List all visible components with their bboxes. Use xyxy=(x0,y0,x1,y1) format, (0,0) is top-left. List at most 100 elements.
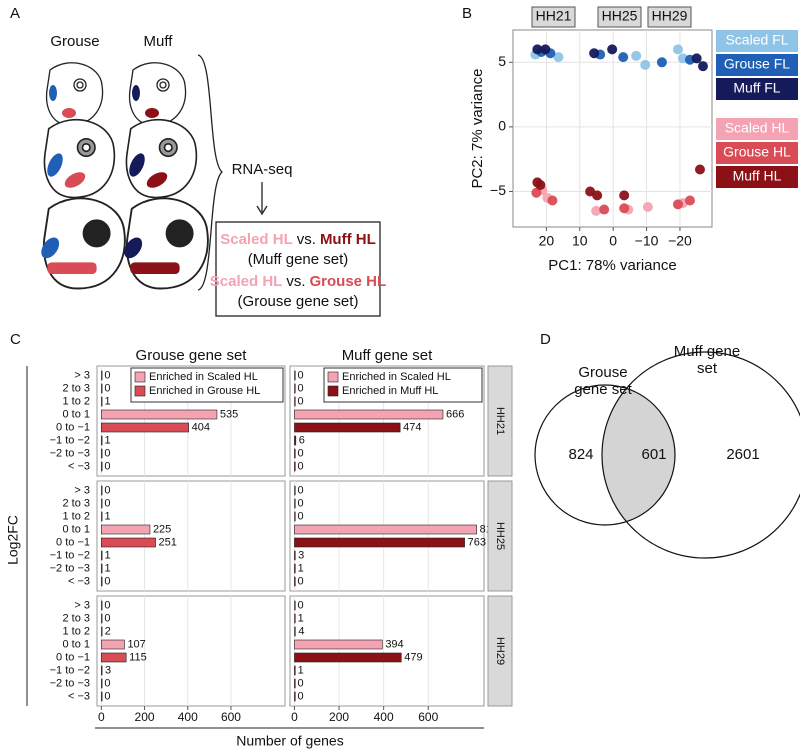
legend-label: Enriched in Scaled HL xyxy=(342,371,451,383)
comparison-box xyxy=(215,221,381,317)
gene-set-label: (Grouse gene set) xyxy=(238,293,359,310)
y-axis-label: Log2FC xyxy=(5,515,21,565)
value-label: 0 xyxy=(104,690,110,702)
value-label: 0 xyxy=(104,599,110,611)
strip-label: HH29 xyxy=(494,637,506,665)
panel-label: C xyxy=(10,331,21,348)
facet-panel xyxy=(96,595,286,707)
value-label: 0 xyxy=(297,575,303,587)
text-part: Muff HL xyxy=(320,231,376,248)
bar xyxy=(101,639,125,650)
value-label: 115 xyxy=(129,651,147,663)
text-part: Scaled HL xyxy=(220,231,293,248)
point xyxy=(642,201,653,212)
bar xyxy=(294,678,296,689)
value-label: 0 xyxy=(104,497,110,509)
method-label: RNA-seq xyxy=(232,161,293,178)
category-label: −2 to −3 xyxy=(50,562,90,574)
bar xyxy=(294,498,296,509)
value-label: 0 xyxy=(297,599,303,611)
point xyxy=(684,195,695,206)
legend-label: Scaled HL xyxy=(725,120,790,136)
panel-label: D xyxy=(540,331,551,348)
bar xyxy=(101,511,103,522)
value-label: 6 xyxy=(299,434,305,446)
point xyxy=(694,164,705,175)
value-label: 1 xyxy=(105,562,111,574)
category-label: > 3 xyxy=(74,369,90,381)
bar xyxy=(101,435,103,446)
value-label: 0 xyxy=(104,484,110,496)
bar xyxy=(294,485,296,496)
category-label: 2 to 3 xyxy=(62,382,90,394)
legend-swatch xyxy=(716,78,798,100)
y-tick-label: 0 xyxy=(498,118,506,134)
point xyxy=(619,190,630,201)
value-label: 0 xyxy=(104,369,110,381)
legend-box xyxy=(130,367,284,403)
legend-label: Grouse FL xyxy=(724,56,790,72)
category-label: 1 to 2 xyxy=(62,395,90,407)
value-label: 3 xyxy=(105,664,111,676)
legend-swatch xyxy=(716,142,798,164)
legend-swatch xyxy=(716,166,798,188)
value-label: 251 xyxy=(159,536,177,548)
value-label: 0 xyxy=(297,369,303,381)
bar xyxy=(101,691,103,702)
bar xyxy=(101,665,103,676)
bar xyxy=(101,485,103,496)
bar xyxy=(101,600,103,611)
facet-panel xyxy=(96,480,286,592)
bar xyxy=(294,550,296,561)
venn-set-label: Grouse gene set xyxy=(574,364,632,398)
x-tick-label: 0 xyxy=(291,710,298,724)
value-label: 474 xyxy=(403,421,421,433)
bar xyxy=(101,498,103,509)
category-label: < −3 xyxy=(68,575,90,587)
point xyxy=(531,187,542,198)
venn-set-label: Muff gene set xyxy=(673,343,741,377)
bar xyxy=(101,550,103,561)
category-label: −1 to −2 xyxy=(50,664,90,676)
bar xyxy=(101,678,103,689)
category-label: 0 to −1 xyxy=(56,421,90,433)
bar xyxy=(294,576,296,587)
panel-label: B xyxy=(462,5,472,22)
value-label: 0 xyxy=(104,382,110,394)
strip xyxy=(487,595,513,707)
x-tick-label: 0 xyxy=(98,710,105,724)
value-label: 404 xyxy=(192,421,210,433)
x-tick-label: 600 xyxy=(418,710,438,724)
point xyxy=(532,44,543,55)
strip-label: HH21 xyxy=(494,407,506,435)
venn-circle xyxy=(534,384,676,526)
point xyxy=(619,203,630,214)
legend-label: Enriched in Scaled HL xyxy=(149,371,258,383)
bar xyxy=(294,448,296,459)
bar xyxy=(294,691,296,702)
value-label: 0 xyxy=(297,690,303,702)
value-label: 0 xyxy=(297,510,303,522)
annotation: HH25 xyxy=(602,8,638,24)
value-label: 1 xyxy=(298,664,304,676)
bar xyxy=(101,626,103,637)
bar xyxy=(101,370,103,381)
category-label: −1 to −2 xyxy=(50,549,90,561)
bar xyxy=(294,511,296,522)
bar xyxy=(101,613,103,624)
point xyxy=(691,53,702,64)
category-label: < −3 xyxy=(68,690,90,702)
bar xyxy=(294,409,444,420)
value-label: 1 xyxy=(105,395,111,407)
x-tick-label: 20 xyxy=(539,233,555,249)
bar xyxy=(101,448,103,459)
value-label: 0 xyxy=(104,677,110,689)
category-label: > 3 xyxy=(74,599,90,611)
column-label: Grouse xyxy=(50,33,99,50)
x-tick-label: 400 xyxy=(374,710,394,724)
value-label: 0 xyxy=(297,677,303,689)
value-label: 666 xyxy=(446,408,464,420)
category-label: 0 to 1 xyxy=(62,408,90,420)
